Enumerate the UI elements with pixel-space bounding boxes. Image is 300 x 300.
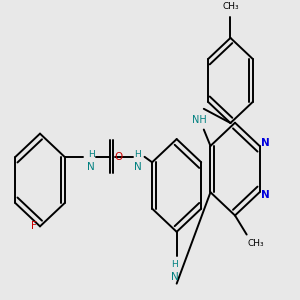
Text: N: N (87, 162, 95, 172)
Text: H: H (134, 150, 141, 159)
Text: H: H (88, 150, 94, 159)
Text: N: N (171, 272, 179, 281)
Text: CH₃: CH₃ (222, 2, 239, 11)
Text: NH: NH (192, 115, 207, 125)
Text: N: N (261, 138, 270, 148)
Text: N: N (261, 190, 270, 200)
Text: H: H (172, 260, 178, 269)
Text: N: N (134, 162, 142, 172)
Text: O: O (115, 152, 123, 162)
Text: F: F (31, 221, 37, 231)
Text: CH₃: CH₃ (248, 239, 264, 248)
